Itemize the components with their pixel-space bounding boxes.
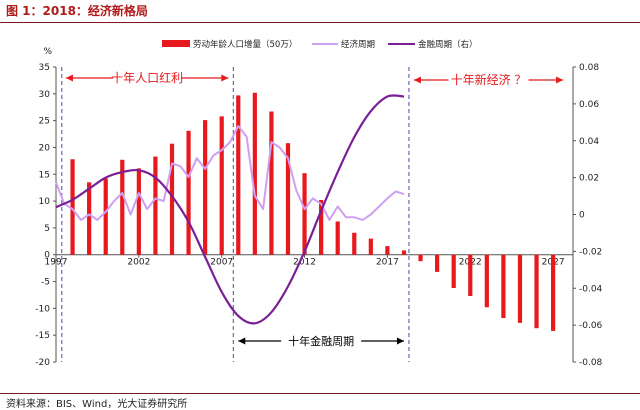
y2-tick-label: 0.08 xyxy=(579,63,599,73)
y2-tick-label: -0.02 xyxy=(579,247,602,257)
bar-series xyxy=(70,92,556,331)
bar xyxy=(468,254,473,297)
bar xyxy=(219,116,224,255)
x-tick-label: 2007 xyxy=(210,258,233,268)
bar xyxy=(252,92,257,255)
bar xyxy=(451,254,456,288)
y-tick-label: 10 xyxy=(39,197,51,207)
legend-label-econ: 经济周期 xyxy=(341,39,375,50)
bar xyxy=(435,254,440,272)
arrowhead xyxy=(238,337,246,345)
bar xyxy=(319,200,324,255)
bar xyxy=(285,143,291,255)
y2-tick-label: 0.02 xyxy=(579,174,599,184)
arrowhead xyxy=(556,76,564,84)
figure-title: 图 1：2018：经济新格局 xyxy=(6,4,148,18)
bar xyxy=(517,254,523,323)
y-ticks-right: 0.08 0.06 0.04 0.02 0 -0.02 -0.04 -0.06 -0.08 xyxy=(573,63,603,368)
title-divider xyxy=(0,22,640,23)
y2-tick-label: 0.04 xyxy=(579,137,599,147)
chart: % 35 30 25 20 15 10 5 0 -5 -10 -15 -20 0.08 0.06 0.04… xyxy=(35,39,603,368)
y-tick-label: 20 xyxy=(39,143,51,153)
arrowhead xyxy=(396,337,404,345)
annotation-new-economy: 十年新经济 ？ xyxy=(451,72,527,87)
y-tick-label: 5 xyxy=(44,224,50,234)
legend: 劳动年龄人口增量（50万） 经济周期 金融周期（右） xyxy=(162,39,478,50)
bar xyxy=(368,238,373,255)
arrowhead xyxy=(221,74,229,82)
bar xyxy=(186,130,191,255)
bar xyxy=(401,250,407,255)
annotations: 十年人口红利 十年新经济 ？ 十年金融周期 xyxy=(65,70,564,348)
y2-tick-label: -0.04 xyxy=(579,284,603,294)
x-tick-label: 1997 xyxy=(45,258,68,268)
bar xyxy=(335,221,340,255)
period-guides xyxy=(61,67,410,362)
x-tick-label: 2012 xyxy=(293,258,316,268)
bar xyxy=(136,168,141,255)
bar xyxy=(484,254,489,308)
bar xyxy=(534,254,539,329)
y-tick-label: -15 xyxy=(35,331,50,341)
annotation-financial-cycle: 十年金融周期 xyxy=(288,334,354,348)
bar xyxy=(87,182,92,255)
bar xyxy=(70,159,75,255)
y-tick-label: 35 xyxy=(39,63,50,73)
footer-divider xyxy=(0,393,640,394)
bar xyxy=(302,173,307,255)
bar xyxy=(236,95,241,255)
bar xyxy=(418,254,423,262)
x-tick-label: 2002 xyxy=(127,258,150,268)
y-ticks-left: 35 30 25 20 15 10 5 0 -5 -10 -15 -20 xyxy=(35,63,56,368)
source-note: 资料来源：BIS、Wind，光大证券研究所 xyxy=(6,399,188,410)
bar xyxy=(352,232,357,255)
bar xyxy=(551,254,556,331)
arrowhead xyxy=(413,76,421,84)
y-tick-label: -20 xyxy=(35,358,50,368)
annotation-demographic: 十年人口红利 xyxy=(111,70,183,85)
y-tick-label: 25 xyxy=(39,117,50,127)
y-tick-label: 30 xyxy=(39,90,51,100)
bar xyxy=(385,246,390,255)
legend-label-bar: 劳动年龄人口增量（50万） xyxy=(193,39,297,50)
bar xyxy=(203,120,208,255)
y-tick-label: 15 xyxy=(39,170,50,180)
arrowhead xyxy=(65,74,73,82)
bar xyxy=(120,159,125,255)
bar xyxy=(501,254,506,319)
y-tick-label: -5 xyxy=(41,278,50,288)
bar xyxy=(169,143,175,255)
econ-cycle-line xyxy=(55,125,405,221)
y2-tick-label: 0 xyxy=(579,211,585,221)
financial-cycle-line xyxy=(55,94,405,325)
y-axis-label: % xyxy=(43,47,52,57)
bar xyxy=(269,111,274,255)
y2-tick-label: -0.06 xyxy=(579,321,603,331)
y-tick-label: 0 xyxy=(44,251,50,261)
bar xyxy=(153,156,158,255)
x-tick-label: 2017 xyxy=(376,258,399,268)
bar xyxy=(103,178,108,255)
y2-tick-label: 0.06 xyxy=(579,100,599,110)
legend-label-fin: 金融周期（右） xyxy=(418,39,478,50)
legend-bar-swatch xyxy=(162,40,190,47)
y-tick-label: -10 xyxy=(35,304,50,314)
y2-tick-label: -0.08 xyxy=(579,358,603,368)
